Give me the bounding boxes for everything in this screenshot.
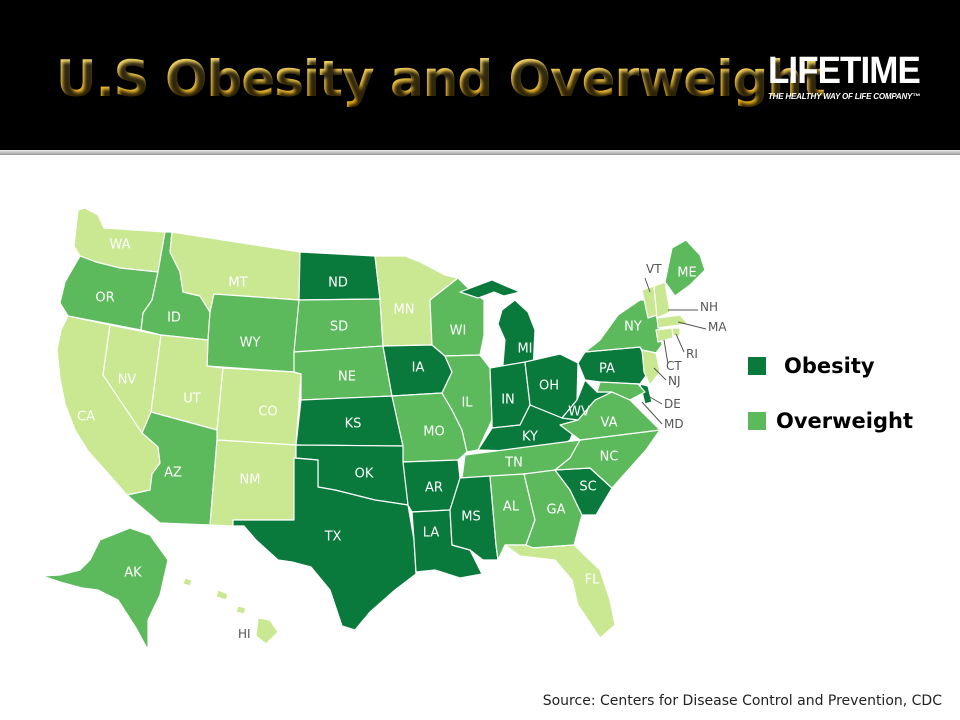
callout-line-ma [677, 321, 707, 330]
state-label-wa: WA [109, 238, 130, 253]
state-label-hi: HI [238, 627, 251, 641]
callout-line-de [647, 395, 663, 405]
state-nj [641, 349, 661, 386]
state-label-nv: NV [118, 373, 137, 388]
state-az [126, 411, 218, 526]
state-label-ne: NE [338, 370, 356, 385]
state-label-oh: OH [539, 379, 559, 394]
callout-line-vt [644, 277, 651, 293]
logo-tagline: THE HEALTHY WAY OF LIFE COMPANY™ [768, 92, 920, 101]
state-tx [232, 457, 417, 631]
state-label-ma: MA [708, 320, 727, 334]
state-label-ks: KS [345, 417, 362, 432]
state-ct [655, 327, 674, 343]
state-label-wy: WY [240, 336, 261, 351]
state-md [596, 381, 646, 401]
state-label-ga: GA [547, 503, 566, 518]
state-label-ok: OK [355, 467, 374, 482]
state-label-mn: MN [394, 303, 415, 318]
state-label-la: LA [423, 526, 440, 541]
callout-line-nj [653, 367, 667, 381]
header-divider [0, 150, 960, 155]
state-label-nj: NJ [668, 374, 681, 388]
state-nc [554, 429, 661, 489]
state-me [664, 239, 706, 297]
state-wy [206, 293, 300, 373]
state-label-al: AL [503, 500, 520, 515]
legend-label-obesity: Obesity [784, 354, 875, 378]
state-label-az: AZ [164, 466, 182, 481]
lifetime-logo: LIFETIME THE HEALTHY WAY OF LIFE COMPANY… [768, 52, 938, 101]
logo-wordmark: LIFETIME [768, 50, 921, 92]
state-label-il: IL [461, 396, 473, 411]
state-label-wi: WI [450, 324, 467, 339]
state-label-ut: UT [183, 392, 201, 407]
state-label-tn: TN [504, 456, 523, 471]
state-label-ar: AR [425, 481, 443, 496]
overweight-swatch [748, 412, 766, 430]
state-label-mt: MT [228, 276, 247, 291]
state-label-sd: SD [330, 320, 348, 335]
legend-item-overweight: Overweight [748, 409, 913, 433]
state-label-co: CO [258, 405, 277, 420]
state-label-tx: TX [324, 530, 342, 545]
state-label-in: IN [501, 393, 515, 408]
state-hi [182, 577, 279, 645]
state-label-de: DE [664, 397, 681, 411]
state-label-ri: RI [686, 347, 698, 361]
state-label-mi: MI [517, 342, 532, 357]
state-label-ky: KY [522, 430, 538, 445]
callout-line-ri [675, 333, 685, 353]
state-label-vt: VT [646, 262, 662, 276]
state-il [441, 354, 493, 453]
slide-title: U.S Obesity and Overweight [56, 50, 826, 108]
legend-label-overweight: Overweight [776, 409, 914, 433]
state-label-wv: WV [568, 405, 590, 420]
source-citation: Source: Centers for Disease Control and … [542, 693, 942, 709]
state-label-id: ID [167, 311, 181, 326]
state-label-nd: ND [328, 276, 348, 291]
legend-item-obesity: Obesity [748, 354, 875, 378]
state-label-ct: CT [666, 359, 682, 373]
state-label-nc: NC [600, 450, 619, 465]
state-label-sc: SC [579, 480, 596, 495]
obesity-swatch [748, 357, 766, 375]
state-fl [504, 544, 616, 639]
state-label-ak: AK [124, 566, 142, 581]
header-bar [0, 0, 960, 150]
state-label-me: ME [677, 266, 696, 281]
state-label-ca: CA [77, 410, 95, 425]
state-label-ia: IA [412, 361, 425, 376]
state-label-fl: FL [585, 573, 600, 588]
callout-line-ct [663, 339, 669, 365]
state-label-pa: PA [599, 362, 615, 377]
state-label-nh: NH [700, 300, 718, 314]
state-nh [653, 281, 671, 319]
state-label-ms: MS [461, 510, 480, 525]
state-label-va: VA [601, 416, 618, 431]
state-ak [41, 527, 169, 651]
state-wi [429, 277, 485, 357]
state-label-md: MD [664, 417, 684, 431]
state-label-nm: NM [240, 473, 261, 488]
callout-line-md [641, 401, 663, 425]
state-label-or: OR [95, 291, 114, 306]
state-label-ny: NY [624, 320, 642, 335]
state-ma [656, 314, 689, 329]
state-label-mo: MO [423, 425, 444, 440]
